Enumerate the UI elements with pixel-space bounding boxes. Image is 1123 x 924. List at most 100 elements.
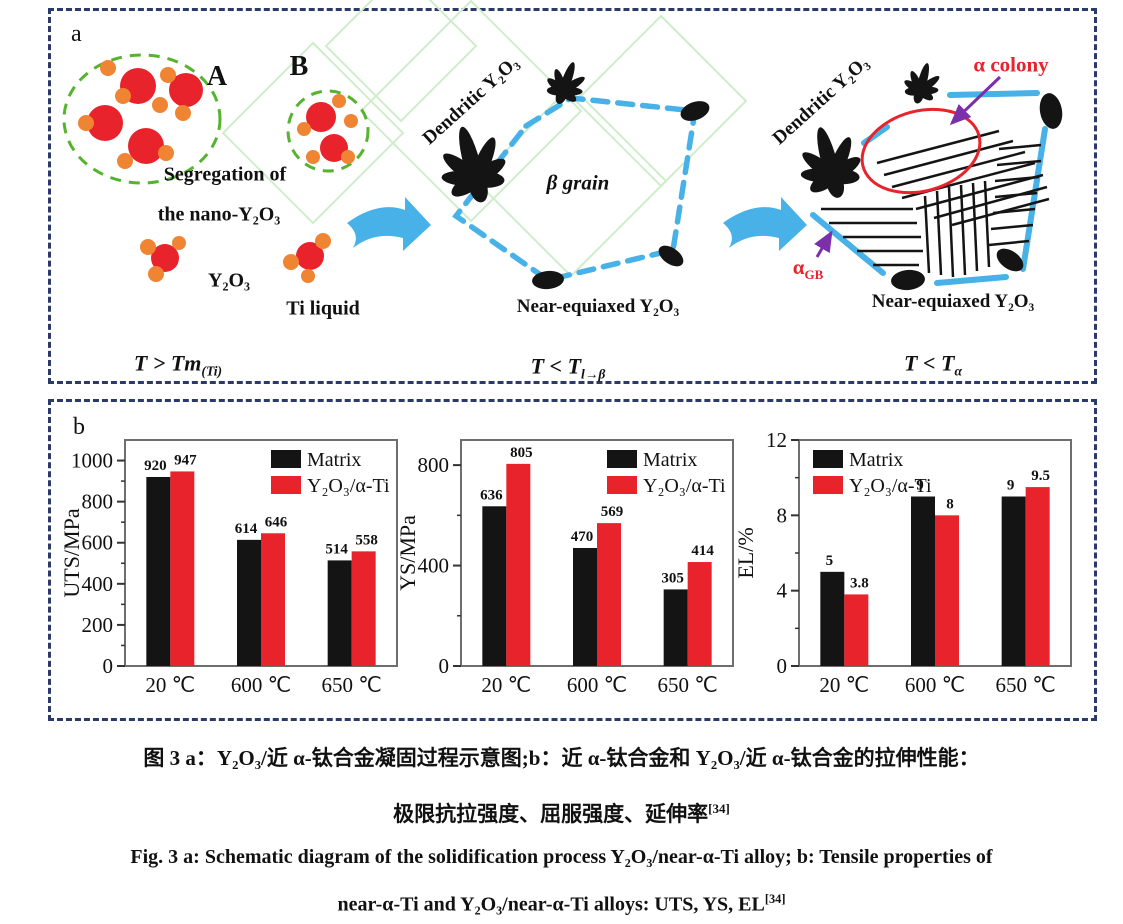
stage1-temperature-label: T > Tm(Ti)	[134, 350, 222, 379]
arrow-stage2-to-stage3-icon	[723, 197, 807, 251]
stage2-temp-main: T < T	[530, 353, 582, 379]
caption-english-line1-text: Fig. 3 a: Schematic diagram of the solid…	[130, 846, 993, 868]
caption-chinese-reference: [34]	[708, 801, 730, 816]
bar-Y₂O₃/α-Ti-600 ℃	[261, 533, 285, 666]
bar-Y₂O₃/α-Ti-650 ℃	[1025, 487, 1050, 666]
free-y2o3-molecule-1	[140, 236, 186, 282]
bar-value-label: 558	[355, 532, 378, 548]
bar-value-label: 947	[174, 452, 197, 468]
stage3-temp-main: T < T	[904, 350, 955, 376]
stage3-temp-sub: α	[954, 363, 962, 379]
x-category-label: 600 ℃	[905, 673, 965, 697]
bar-value-label: 8	[946, 496, 954, 512]
cluster-a-nano-particles	[78, 60, 191, 169]
alpha-colony-pointer-icon	[949, 75, 1002, 126]
stage2-temperature-label: T < Tl→β	[531, 353, 606, 382]
y-tick-label: 600	[82, 531, 114, 555]
legend-swatch	[813, 450, 843, 468]
bar-Y₂O₃/α-Ti-20 ℃	[170, 471, 195, 666]
alpha-colony-label: α colony	[973, 52, 1049, 77]
segregation-label-line2: the nano-Y₂O₃	[157, 203, 281, 226]
y-tick-label: 400	[418, 554, 450, 578]
legend-swatch	[607, 476, 637, 494]
x-category-label: 650 ℃	[657, 673, 717, 697]
bar-value-label: 514	[325, 541, 348, 557]
panel-b-charts: b 0 200 400 600 800 1000 UTS/MPa 920 947 20 ℃ 614 6…	[48, 399, 1097, 721]
alpha-colony-highlight	[860, 107, 982, 195]
legend-label: Matrix	[643, 449, 697, 471]
bar-Y₂O₃/α-Ti-20 ℃	[844, 594, 869, 666]
x-category-label: 650 ℃	[995, 673, 1055, 697]
bar-Matrix-600 ℃	[573, 547, 597, 666]
dendritic-y2o3-small	[898, 58, 946, 109]
bar-Matrix-600 ℃	[237, 539, 261, 666]
legend-label: Y₂O₃/α-Ti	[849, 475, 932, 497]
x-category-label: 650 ℃	[321, 673, 381, 697]
stage2-beta-grain	[428, 55, 710, 290]
bar-value-label: 805	[510, 445, 533, 461]
bar-value-label: 569	[601, 504, 624, 520]
alpha-gb-label: αGB	[793, 255, 824, 283]
y-tick-label: 800	[82, 490, 114, 514]
bar-Y₂O₃/α-Ti-650 ℃	[351, 551, 376, 666]
alpha-gb-main: α	[792, 254, 805, 279]
y-tick-label: 1000	[71, 449, 113, 473]
stage2-temp-sub: l→β	[581, 366, 606, 382]
bar-value-label: 414	[691, 543, 714, 559]
segregation-label-line1: Segregation of	[163, 163, 287, 186]
cluster-b-outline	[286, 89, 370, 173]
y-tick-label: 0	[103, 654, 114, 678]
y-tick-label: 800	[418, 453, 450, 477]
legend-label: Y₂O₃/α-Ti	[643, 475, 726, 497]
bar-value-label: 5	[826, 553, 834, 569]
bar-value-label: 3.8	[850, 575, 869, 591]
cluster-b-nano-particles	[297, 94, 358, 164]
y2o3-label: Y₂O₃	[208, 269, 250, 292]
bar-Matrix-20 ℃	[820, 571, 845, 666]
caption-chinese-line1: 图 3 a：Y₂O₃/近 α-钛合金凝固过程示意图;b：近 α-钛合金和 Y₂O…	[0, 742, 1123, 772]
ti-liquid-label: Ti liquid	[286, 297, 360, 320]
ys-chart: 0 400 800 YS/MPa 636 805 20 ℃ 470 569 600 ℃ 305 414…	[395, 439, 734, 697]
x-category-label: 600 ℃	[567, 673, 627, 697]
el-chart: 0 4 8 12 EL/% 5 3.8 20 ℃ 9 8 600 ℃ 9 9.5 650 ℃ Matrix Y…	[733, 428, 1072, 697]
panel-a-letter: a	[71, 21, 82, 47]
bar-Matrix-20 ℃	[146, 476, 171, 666]
alpha-gb-sub: GB	[804, 267, 824, 283]
near-equiaxed-y2o3-particles	[891, 93, 1063, 291]
y-tick-label: 0	[777, 654, 788, 678]
y-tick-label: 12	[766, 428, 787, 452]
panel-a-schematic: a	[48, 0, 1097, 384]
stage2-near-equiaxed-label: Near-equiaxed Y₂O₃	[516, 296, 680, 317]
cluster-b-y2o3-particles	[306, 102, 348, 162]
y-tick-label: 200	[82, 613, 114, 637]
panel-a-graphics	[62, 0, 1063, 291]
caption-english-line1: Fig. 3 a: Schematic diagram of the solid…	[0, 846, 1123, 869]
free-y2o3-molecule-2	[283, 233, 331, 283]
x-category-label: 20 ℃	[481, 673, 531, 697]
x-category-label: 20 ℃	[145, 673, 195, 697]
y-tick-label: 0	[439, 654, 450, 678]
bar-value-label: 9.5	[1031, 468, 1050, 484]
y-axis-title: YS/MPa	[395, 515, 420, 591]
caption-english-line2: near-α-Ti and Y₂O₃/near-α-Ti alloys: UTS…	[0, 892, 1123, 917]
legend-label: Matrix	[307, 449, 361, 471]
near-equiaxed-y2o3-particles	[532, 101, 710, 290]
bar-value-label: 920	[144, 458, 167, 474]
uts-chart: 0 200 400 600 800 1000 UTS/MPa 920 947 20 ℃ 614 646…	[59, 439, 398, 697]
stage3-temperature-label: T < Tα	[904, 350, 962, 379]
caption-english-reference: [34]	[764, 892, 786, 906]
y-tick-label: 4	[777, 579, 788, 603]
cluster-a-outline	[62, 53, 222, 185]
alpha-gb-boundary	[810, 90, 1048, 286]
y-tick-label: 8	[777, 503, 788, 527]
stage1-temp-sub: (Ti)	[201, 363, 223, 379]
bar-Y₂O₃/α-Ti-650 ℃	[687, 562, 712, 666]
legend-swatch	[813, 476, 843, 494]
bar-Matrix-20 ℃	[482, 506, 507, 666]
alpha-colony-laths	[821, 129, 1050, 278]
bar-value-label: 9	[916, 478, 924, 494]
stage3-alpha-structure	[788, 58, 1063, 291]
bar-Y₂O₃/α-Ti-600 ℃	[935, 515, 959, 666]
bar-value-label: 470	[571, 529, 594, 545]
